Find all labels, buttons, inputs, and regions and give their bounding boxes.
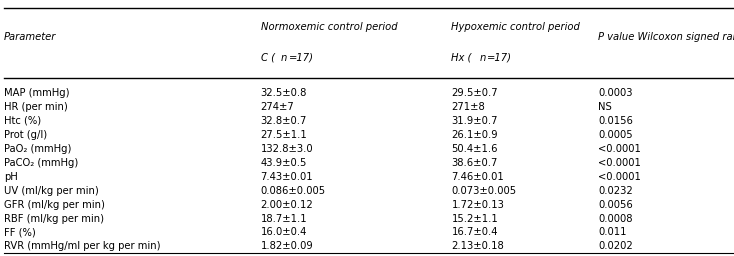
Text: PaO₂ (mmHg): PaO₂ (mmHg) bbox=[4, 144, 71, 154]
Text: 0.0005: 0.0005 bbox=[598, 130, 633, 140]
Text: 26.1±0.9: 26.1±0.9 bbox=[451, 130, 498, 140]
Text: 32.5±0.8: 32.5±0.8 bbox=[261, 88, 307, 98]
Text: 18.7±1.1: 18.7±1.1 bbox=[261, 214, 308, 223]
Text: 7.46±0.01: 7.46±0.01 bbox=[451, 172, 504, 182]
Text: n: n bbox=[479, 52, 486, 63]
Text: 43.9±0.5: 43.9±0.5 bbox=[261, 158, 307, 168]
Text: <0.0001: <0.0001 bbox=[598, 144, 641, 154]
Text: 0.0202: 0.0202 bbox=[598, 241, 633, 251]
Text: Parameter: Parameter bbox=[4, 32, 56, 42]
Text: P value Wilcoxon signed ranks test: P value Wilcoxon signed ranks test bbox=[598, 32, 734, 42]
Text: Hypoxemic control period: Hypoxemic control period bbox=[451, 22, 581, 32]
Text: 2.13±0.18: 2.13±0.18 bbox=[451, 241, 504, 251]
Text: 0.086±0.005: 0.086±0.005 bbox=[261, 186, 326, 196]
Text: UV (ml/kg per min): UV (ml/kg per min) bbox=[4, 186, 98, 196]
Text: 16.7±0.4: 16.7±0.4 bbox=[451, 228, 498, 238]
Text: 7.43±0.01: 7.43±0.01 bbox=[261, 172, 313, 182]
Text: 29.5±0.7: 29.5±0.7 bbox=[451, 88, 498, 98]
Text: Htc (%): Htc (%) bbox=[4, 116, 41, 126]
Text: 0.011: 0.011 bbox=[598, 228, 627, 238]
Text: HR (per min): HR (per min) bbox=[4, 102, 68, 112]
Text: 27.5±1.1: 27.5±1.1 bbox=[261, 130, 308, 140]
Text: 32.8±0.7: 32.8±0.7 bbox=[261, 116, 307, 126]
Text: Normoxemic control period: Normoxemic control period bbox=[261, 22, 397, 32]
Text: 0.0156: 0.0156 bbox=[598, 116, 633, 126]
Text: 2.00±0.12: 2.00±0.12 bbox=[261, 199, 313, 209]
Text: 0.0008: 0.0008 bbox=[598, 214, 633, 223]
Text: 0.0056: 0.0056 bbox=[598, 199, 633, 209]
Text: 31.9±0.7: 31.9±0.7 bbox=[451, 116, 498, 126]
Text: 271±8: 271±8 bbox=[451, 102, 485, 112]
Text: 16.0±0.4: 16.0±0.4 bbox=[261, 228, 307, 238]
Text: 1.82±0.09: 1.82±0.09 bbox=[261, 241, 313, 251]
Text: 0.073±0.005: 0.073±0.005 bbox=[451, 186, 517, 196]
Text: Hx (: Hx ( bbox=[451, 52, 472, 63]
Text: RVR (mmHg/ml per kg per min): RVR (mmHg/ml per kg per min) bbox=[4, 241, 160, 251]
Text: <0.0001: <0.0001 bbox=[598, 158, 641, 168]
Text: 50.4±1.6: 50.4±1.6 bbox=[451, 144, 498, 154]
Text: PaCO₂ (mmHg): PaCO₂ (mmHg) bbox=[4, 158, 78, 168]
Text: 38.6±0.7: 38.6±0.7 bbox=[451, 158, 498, 168]
Text: 0.0232: 0.0232 bbox=[598, 186, 633, 196]
Text: 1.72±0.13: 1.72±0.13 bbox=[451, 199, 504, 209]
Text: 15.2±1.1: 15.2±1.1 bbox=[451, 214, 498, 223]
Text: 274±7: 274±7 bbox=[261, 102, 294, 112]
Text: n: n bbox=[281, 52, 288, 63]
Text: FF (%): FF (%) bbox=[4, 228, 35, 238]
Text: NS: NS bbox=[598, 102, 612, 112]
Text: 132.8±3.0: 132.8±3.0 bbox=[261, 144, 313, 154]
Text: RBF (ml/kg per min): RBF (ml/kg per min) bbox=[4, 214, 103, 223]
Text: =17): =17) bbox=[289, 52, 314, 63]
Text: <0.0001: <0.0001 bbox=[598, 172, 641, 182]
Text: 0.0003: 0.0003 bbox=[598, 88, 633, 98]
Text: pH: pH bbox=[4, 172, 18, 182]
Text: MAP (mmHg): MAP (mmHg) bbox=[4, 88, 69, 98]
Text: GFR (ml/kg per min): GFR (ml/kg per min) bbox=[4, 199, 104, 209]
Text: C (: C ( bbox=[261, 52, 275, 63]
Text: Prot (g/l): Prot (g/l) bbox=[4, 130, 47, 140]
Text: =17): =17) bbox=[487, 52, 512, 63]
